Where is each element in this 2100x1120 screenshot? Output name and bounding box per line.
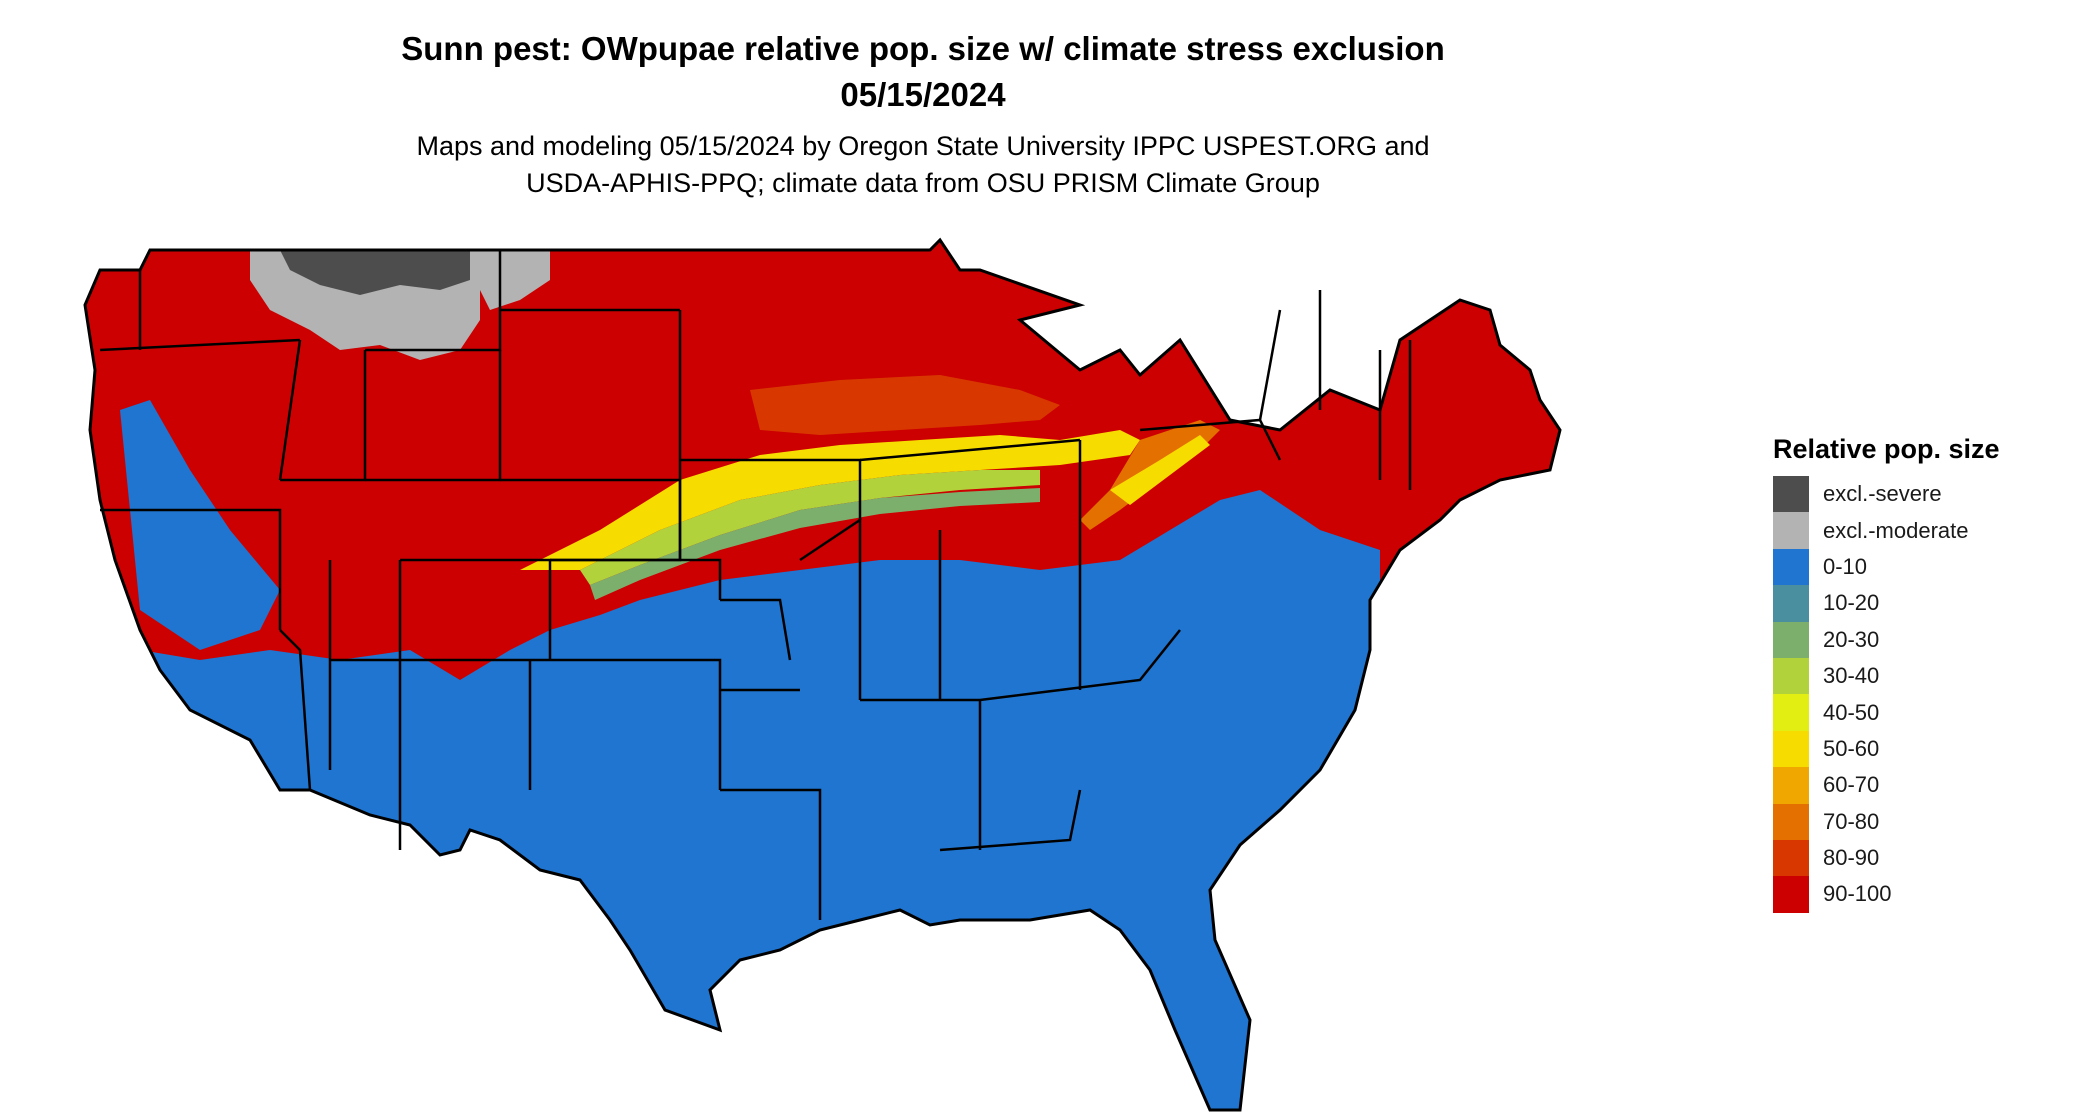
legend-swatch — [1773, 694, 1809, 731]
subtitle-line-2: USDA-APHIS-PPQ; climate data from OSU PR… — [526, 168, 1320, 198]
legend-swatch — [1773, 730, 1809, 768]
legend-swatch — [1773, 839, 1809, 877]
legend-item-excl-moderate: excl.-moderate — [1773, 512, 2000, 549]
chart-subtitle: Maps and modeling 05/15/2024 by Oregon S… — [0, 128, 1846, 202]
legend-label: 20-30 — [1823, 626, 1880, 652]
subtitle-line-1: Maps and modeling 05/15/2024 by Oregon S… — [416, 131, 1430, 161]
legend-label: excl.-moderate — [1823, 517, 1969, 543]
us-map — [83, 238, 1562, 1112]
legend-item-30-40: 30-40 — [1773, 657, 2000, 695]
legend-label: 50-60 — [1823, 735, 1880, 761]
legend-item-40-50: 40-50 — [1773, 694, 2000, 731]
legend-swatch — [1773, 476, 1809, 513]
legend-item-90-100: 90-100 — [1773, 876, 2000, 913]
title-line-1: Sunn pest: OWpupae relative pop. size w/… — [401, 30, 1445, 67]
chart-title: Sunn pest: OWpupae relative pop. size w/… — [0, 26, 1846, 118]
legend-item-80-90: 80-90 — [1773, 839, 2000, 877]
legend-label: 90-100 — [1823, 881, 1892, 907]
legend-label: 70-80 — [1823, 808, 1880, 834]
legend-item-0-10: 0-10 — [1773, 548, 2000, 586]
legend-title: Relative pop. size — [1773, 434, 2000, 464]
legend-item-10-20: 10-20 — [1773, 585, 2000, 622]
legend-label: 0-10 — [1823, 553, 1868, 579]
legend-swatch — [1773, 657, 1809, 695]
legend-label: 40-50 — [1823, 699, 1880, 725]
legend-label: 60-70 — [1823, 772, 1880, 798]
legend-swatch — [1773, 621, 1809, 658]
legend-items: excl.-severe excl.-moderate 0-10 10-20 2… — [1773, 476, 2000, 913]
state-boundaries — [99, 250, 1412, 920]
title-line-2: 05/15/2024 — [840, 76, 1006, 113]
legend-label: 80-90 — [1823, 845, 1880, 871]
legend-item-60-70: 60-70 — [1773, 767, 2000, 804]
legend-item-50-60: 50-60 — [1773, 730, 2000, 768]
legend-swatch — [1773, 548, 1809, 586]
legend-item-excl-severe: excl.-severe — [1773, 476, 2000, 513]
legend-label: 10-20 — [1823, 590, 1880, 616]
legend-item-20-30: 20-30 — [1773, 621, 2000, 658]
legend-swatch — [1773, 512, 1809, 549]
legend-label: 30-40 — [1823, 663, 1880, 689]
legend-swatch — [1773, 876, 1809, 913]
legend-swatch — [1773, 767, 1809, 804]
population-layer — [85, 240, 1560, 1110]
legend-swatch — [1773, 585, 1809, 622]
legend-item-70-80: 70-80 — [1773, 803, 2000, 840]
legend: Relative pop. size excl.-severe excl.-mo… — [1773, 432, 2000, 913]
legend-label: excl.-severe — [1823, 481, 1942, 507]
legend-swatch — [1773, 803, 1809, 840]
